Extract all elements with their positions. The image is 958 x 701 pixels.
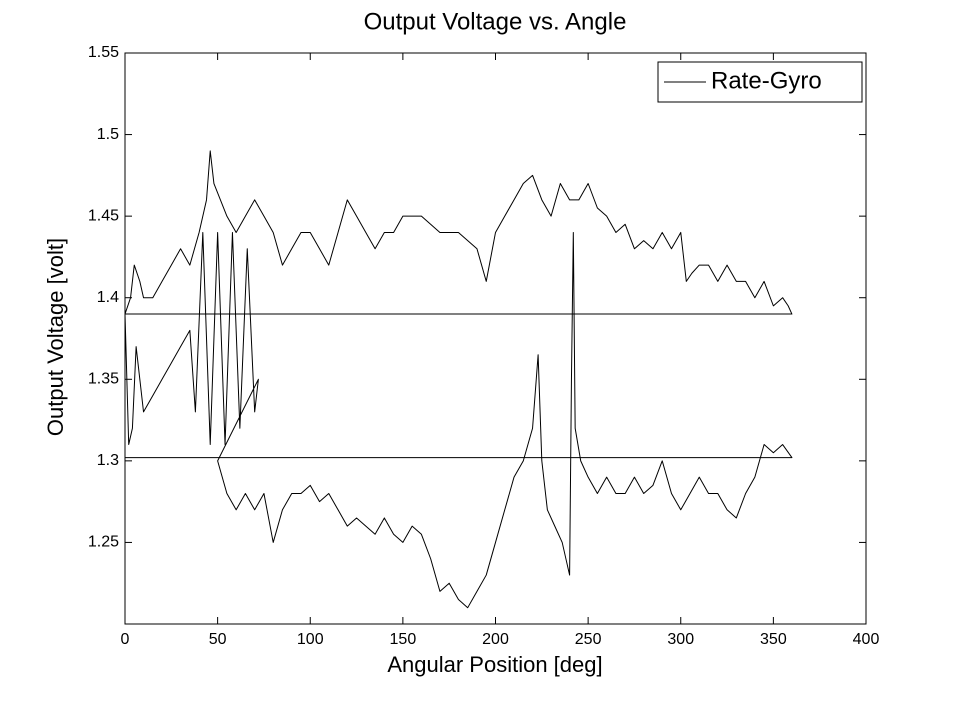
x-tick-label: 100 bbox=[297, 631, 324, 648]
chart-title: Output Voltage vs. Angle bbox=[364, 8, 627, 35]
x-tick-label: 400 bbox=[853, 631, 880, 648]
y-tick-label: 1.55 bbox=[88, 44, 119, 61]
x-tick-label: 50 bbox=[209, 631, 227, 648]
y-tick-label: 1.3 bbox=[97, 452, 119, 469]
x-tick-label: 350 bbox=[760, 631, 787, 648]
legend-label: Rate-Gyro bbox=[711, 67, 822, 94]
x-tick-label: 0 bbox=[121, 631, 130, 648]
y-tick-label: 1.25 bbox=[88, 534, 119, 551]
y-tick-label: 1.5 bbox=[97, 126, 119, 143]
x-axis-label: Angular Position [deg] bbox=[387, 652, 602, 677]
y-axis-label: Output Voltage [volt] bbox=[43, 238, 68, 436]
y-tick-label: 1.4 bbox=[97, 289, 119, 306]
data-line bbox=[124, 150, 793, 609]
y-tick-label: 1.35 bbox=[88, 371, 119, 388]
x-tick-label: 300 bbox=[667, 631, 694, 648]
x-tick-label: 250 bbox=[575, 631, 602, 648]
x-tick-label: 150 bbox=[390, 631, 417, 648]
y-tick-label: 1.45 bbox=[88, 207, 119, 224]
x-tick-label: 200 bbox=[482, 631, 509, 648]
